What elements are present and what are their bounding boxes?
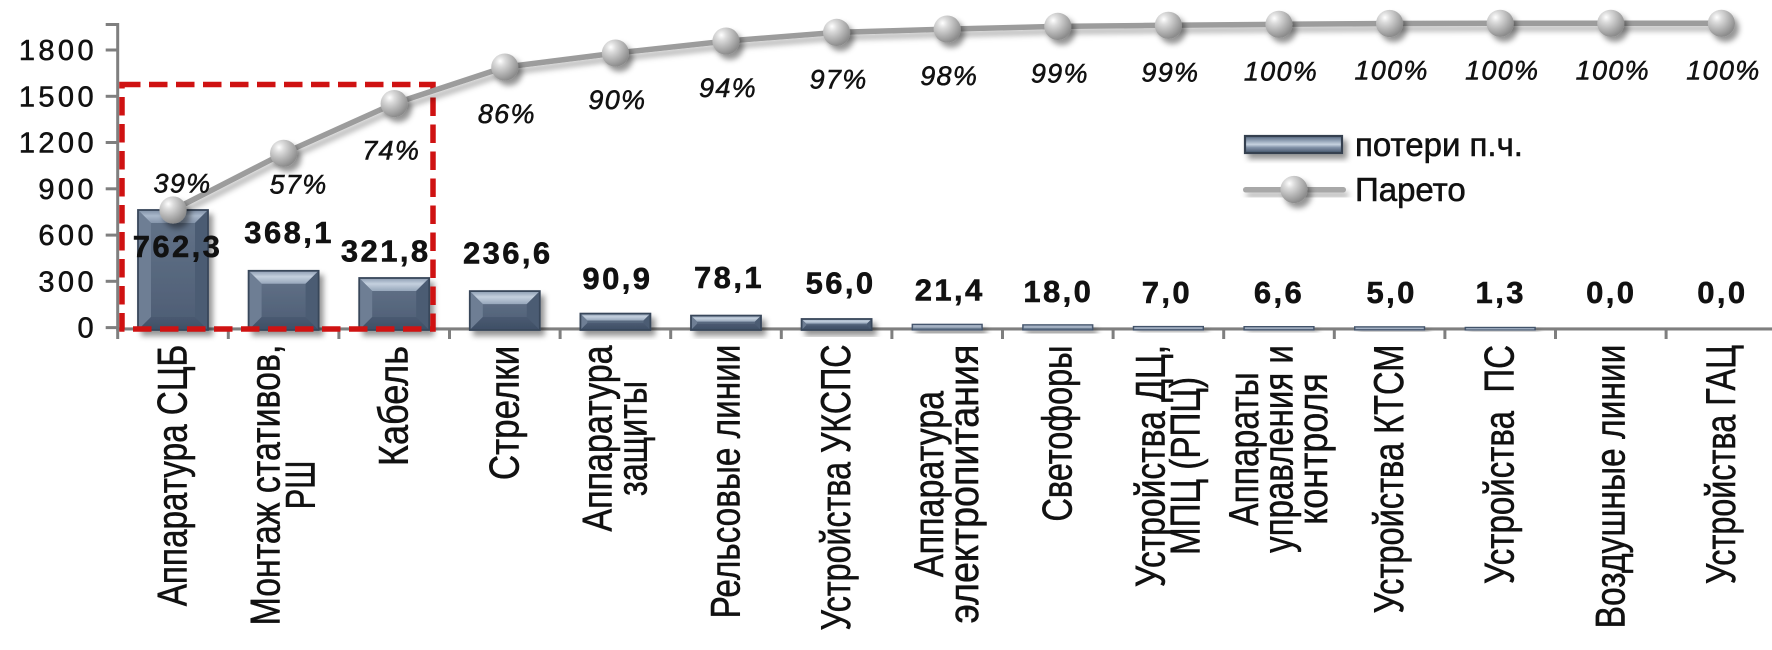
svg-text:РШ: РШ — [277, 461, 324, 510]
svg-text:5,0: 5,0 — [1366, 275, 1416, 310]
svg-text:Устройства КТСМ: Устройства КТСМ — [1365, 345, 1412, 614]
svg-text:Аппаратура: Аппаратура — [574, 345, 621, 532]
svg-text:600: 600 — [38, 220, 97, 252]
svg-text:86%: 86% — [478, 99, 536, 129]
svg-text:Парето: Парето — [1355, 171, 1466, 208]
svg-text:94%: 94% — [699, 73, 757, 103]
svg-text:0,0: 0,0 — [1697, 275, 1747, 310]
svg-text:0,0: 0,0 — [1586, 275, 1636, 310]
svg-text:Аппаратура СЦБ: Аппаратура СЦБ — [150, 345, 197, 607]
svg-text:0: 0 — [77, 313, 97, 345]
svg-text:6,6: 6,6 — [1254, 275, 1304, 310]
svg-text:300: 300 — [38, 266, 97, 298]
svg-text:100%: 100% — [1576, 55, 1650, 85]
svg-text:Кабель: Кабель — [371, 346, 417, 466]
svg-text:99%: 99% — [1141, 57, 1199, 87]
svg-text:236,6: 236,6 — [463, 236, 553, 271]
svg-text:электропитания: электропитания — [941, 345, 987, 624]
svg-text:98%: 98% — [920, 61, 978, 91]
svg-text:21,4: 21,4 — [915, 273, 985, 308]
svg-text:Устройства ГАЦ: Устройства ГАЦ — [1697, 345, 1744, 584]
svg-text:100%: 100% — [1465, 55, 1539, 85]
svg-text:контроля: контроля — [1290, 373, 1336, 525]
svg-text:1,3: 1,3 — [1476, 275, 1526, 310]
svg-text:защиты: защиты — [608, 381, 655, 496]
svg-text:100%: 100% — [1354, 56, 1428, 86]
svg-text:1800: 1800 — [19, 35, 97, 67]
svg-text:97%: 97% — [810, 64, 868, 94]
svg-text:90%: 90% — [588, 85, 646, 115]
svg-text:368,1: 368,1 — [244, 215, 334, 250]
svg-text:57%: 57% — [270, 169, 328, 199]
svg-text:Воздушные линии: Воздушные линии — [1588, 345, 1634, 629]
svg-text:100%: 100% — [1686, 55, 1760, 85]
svg-text:99%: 99% — [1031, 58, 1089, 88]
svg-text:МПЦ (РПЦ): МПЦ (РПЦ) — [1163, 377, 1210, 555]
svg-text:Стрелки: Стрелки — [481, 346, 528, 480]
svg-text:7,0: 7,0 — [1142, 275, 1192, 310]
svg-text:900: 900 — [38, 174, 97, 206]
svg-text:Рельсовые линии: Рельсовые линии — [703, 345, 750, 619]
svg-text:потери п.ч.: потери п.ч. — [1355, 126, 1523, 163]
svg-text:762,3: 762,3 — [133, 229, 223, 264]
svg-text:1200: 1200 — [19, 128, 97, 160]
svg-text:39%: 39% — [154, 169, 212, 199]
svg-text:100%: 100% — [1244, 56, 1318, 86]
svg-text:1500: 1500 — [19, 81, 97, 113]
svg-text:Монтаж стативов,: Монтаж стативов, — [242, 345, 289, 626]
svg-text:321,8: 321,8 — [341, 234, 431, 269]
svg-text:Аппараты: Аппараты — [1222, 372, 1268, 526]
svg-text:управления и: управления и — [1256, 345, 1303, 553]
svg-text:Устройства УКСПС: Устройства УКСПС — [812, 344, 859, 630]
svg-text:74%: 74% — [362, 136, 420, 166]
svg-text:Устройства ДЦ,: Устройства ДЦ, — [1128, 345, 1174, 587]
svg-text:78,1: 78,1 — [694, 260, 764, 295]
svg-text:Светофоры: Светофоры — [1033, 345, 1080, 521]
svg-text:90,9: 90,9 — [582, 261, 652, 296]
svg-text:18,0: 18,0 — [1023, 274, 1093, 309]
svg-text:56,0: 56,0 — [806, 266, 876, 301]
svg-text:Аппаратура: Аппаратура — [906, 390, 953, 577]
svg-text:Устройства ПС: Устройства ПС — [1477, 345, 1524, 584]
